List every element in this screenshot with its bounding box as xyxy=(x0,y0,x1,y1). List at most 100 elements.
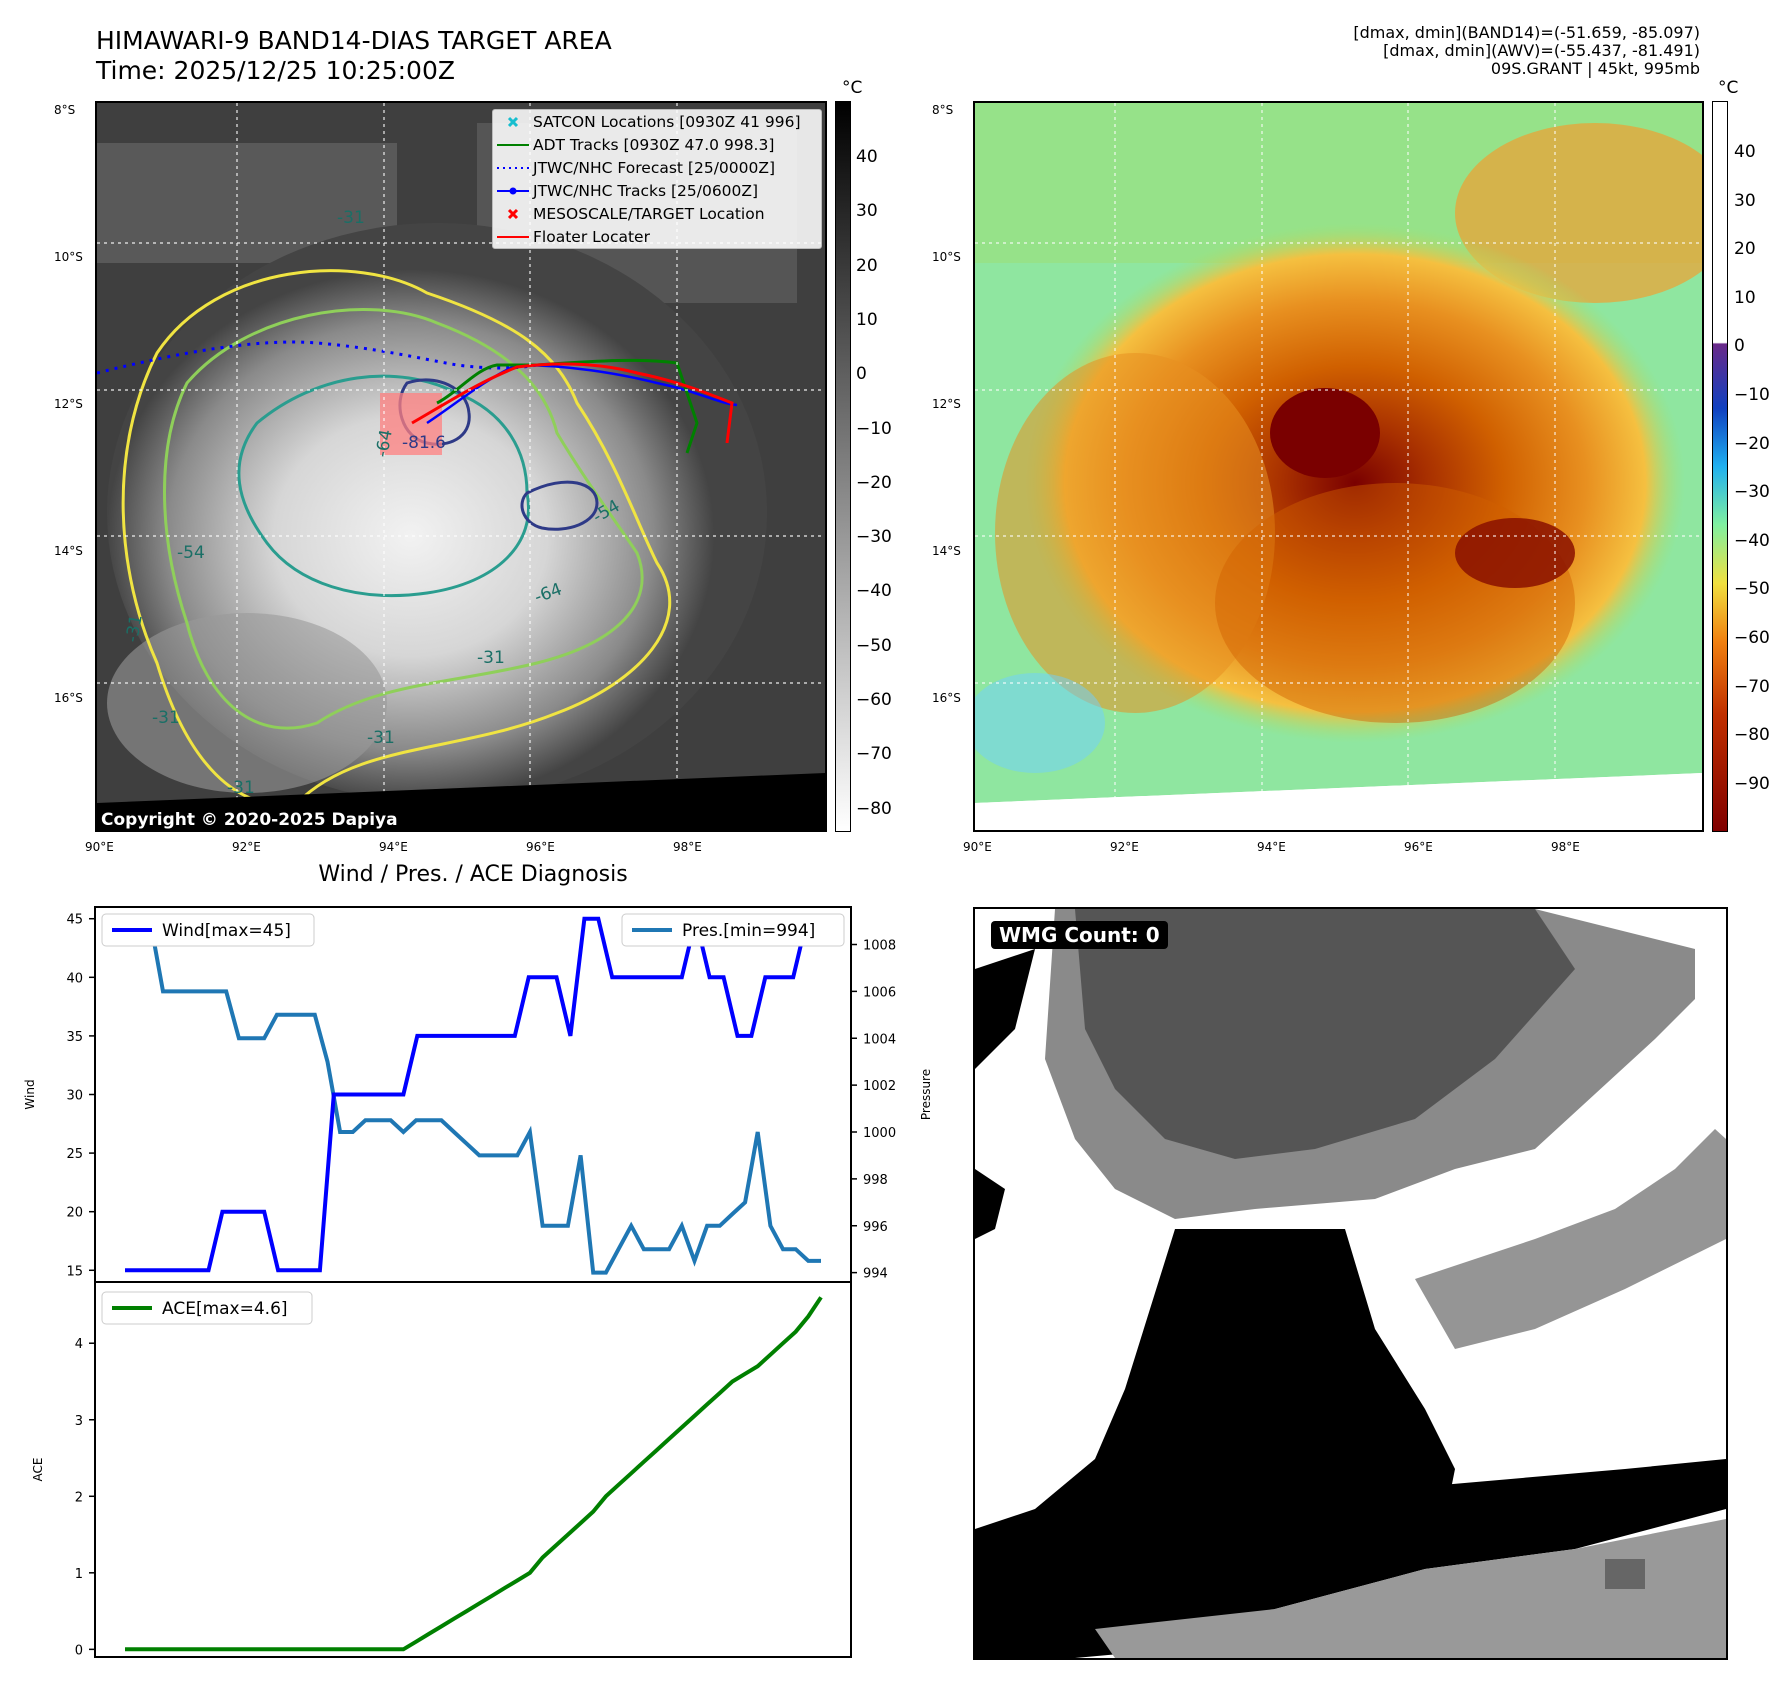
lat-tick-label: 14°S xyxy=(932,544,961,558)
legend-label: SATCON Locations [0930Z 41 996] xyxy=(533,112,801,131)
y-tick-label-right: 1006 xyxy=(863,985,896,1000)
lat-tick-label: 16°S xyxy=(54,691,83,705)
enhanced-colorbar xyxy=(1712,101,1728,832)
copyright-text: Copyright © 2020-2025 Dapiya xyxy=(101,810,398,830)
legend-label: MESOSCALE/TARGET Location xyxy=(533,204,765,223)
svg-text:-81.6: -81.6 xyxy=(402,433,446,453)
legend-entry: ADT Tracks [0930Z 47.0 998.3] xyxy=(493,133,821,156)
legend-label: Floater Locater xyxy=(533,227,650,246)
legend-marker-icon xyxy=(493,115,533,129)
colorbar-tick-label: 20 xyxy=(1734,239,1756,260)
y-tick-label-right: 998 xyxy=(863,1173,888,1188)
svg-text:-31: -31 xyxy=(477,648,505,668)
legend-entry: JTWC/NHC Tracks [25/0600Z] xyxy=(493,179,821,202)
wind-axis-label: Wind xyxy=(23,1079,37,1109)
lon-tick-label: 90°E xyxy=(85,840,114,854)
target-area-box xyxy=(380,393,442,455)
colorbar-tick-label: −50 xyxy=(856,635,892,656)
y-tick-label-right: 1000 xyxy=(863,1126,896,1141)
lon-tick-label: 92°E xyxy=(1110,840,1139,854)
y-tick-label: 25 xyxy=(66,1147,83,1162)
lon-tick-label: 94°E xyxy=(379,840,408,854)
colorbar-tick-label: 0 xyxy=(856,364,867,385)
legend-box xyxy=(101,913,315,947)
colorbar-tick-label: −60 xyxy=(1734,628,1770,648)
wmg-count-badge: WMG Count: 0 xyxy=(991,921,1168,949)
colorbar-tick-label: −10 xyxy=(856,418,892,439)
info-block: [dmax, dmin](BAND14)=(-51.659, -85.097) … xyxy=(1353,24,1700,78)
colorbar-tick-label: 0 xyxy=(1734,336,1745,357)
upper-plot-area xyxy=(94,906,852,1283)
ace-line xyxy=(125,1296,823,1652)
colorbar-tick-label: 30 xyxy=(1734,190,1756,211)
enhanced-colorbar-unit: °C xyxy=(1718,78,1739,98)
info-line-1: [dmax, dmin](BAND14)=(-51.659, -85.097) xyxy=(1353,23,1700,42)
title-line-2: Time: 2025/12/25 10:25:00Z xyxy=(96,56,455,85)
colorbar-tick-label: 40 xyxy=(856,147,878,167)
legend-label: ACE[max=4.6] xyxy=(162,1299,288,1319)
y-tick-label: 1 xyxy=(75,1567,83,1582)
lon-tick-label: 96°E xyxy=(526,840,555,854)
pressure-axis-label: Pressure xyxy=(919,1069,933,1120)
ir-map-panel: -31 -54 -64 -81.6 -31 -31 -54 -64 -31 -3… xyxy=(95,101,827,832)
pressure-legend: Pres.[min=994] xyxy=(621,913,845,947)
colorbar-tick-label: 20 xyxy=(856,255,878,276)
jtwc-track xyxy=(426,363,738,425)
contour-inner xyxy=(237,374,530,597)
y-tick-label-right: 996 xyxy=(863,1220,888,1235)
colorbar-tick-label: −60 xyxy=(856,690,892,710)
wind-line xyxy=(125,916,821,1273)
contour-outer xyxy=(121,269,671,806)
colorbar-tick-label: −80 xyxy=(1734,725,1770,746)
svg-text:-54: -54 xyxy=(177,543,205,563)
svg-text:-31: -31 xyxy=(122,613,147,644)
no-data-area xyxy=(97,773,825,830)
y-tick-label: 2 xyxy=(75,1490,83,1505)
legend-marker-icon xyxy=(493,230,533,244)
y-tick-label-right: 1004 xyxy=(863,1032,896,1047)
lat-tick-label: 12°S xyxy=(932,397,961,411)
colorbar-tick-label: −40 xyxy=(856,581,892,602)
colorbar-tick-label: −40 xyxy=(1734,530,1770,551)
legend-entry: JTWC/NHC Forecast [25/0000Z] xyxy=(493,156,821,179)
ir-colorbar-unit: °C xyxy=(842,78,863,98)
colorbar-tick-label: −70 xyxy=(856,744,892,765)
lon-tick-label: 98°E xyxy=(673,840,702,854)
lower-plot-area xyxy=(94,1281,852,1658)
title-line-1: HIMAWARI-9 BAND14-DIAS TARGET AREA xyxy=(96,26,612,55)
y-tick-label: 45 xyxy=(66,913,83,928)
colorbar-tick-label: −70 xyxy=(1734,676,1770,697)
ir-legend: SATCON Locations [0930Z 41 996] ADT Track… xyxy=(492,109,822,249)
colorbar-tick-label: 40 xyxy=(1734,142,1756,162)
legend-entry: Floater Locater xyxy=(493,225,821,248)
y-tick-label: 20 xyxy=(66,1206,83,1221)
colorbar-tick-label: −50 xyxy=(1734,579,1770,600)
svg-text:-31: -31 xyxy=(337,208,365,228)
y-tick-label: 40 xyxy=(66,971,83,986)
colorbar-tick-label: 30 xyxy=(856,201,878,222)
floater-track xyxy=(411,362,734,444)
legend-label: JTWC/NHC Tracks [25/0600Z] xyxy=(533,181,759,200)
wind-pressure-ace-chart: 1520253035404599499699810001002100410061… xyxy=(23,906,933,1658)
y-tick-label: 15 xyxy=(66,1264,83,1279)
ace-axis-label: ACE xyxy=(31,1458,45,1482)
lat-tick-label: 16°S xyxy=(932,691,961,705)
info-line-3: 09S.GRANT | 45kt, 995mb xyxy=(1490,59,1700,78)
lat-tick-label: 12°S xyxy=(54,397,83,411)
legend-label: Wind[max=45] xyxy=(162,921,291,941)
colorbar-tick-label: −30 xyxy=(856,527,892,548)
y-tick-label: 0 xyxy=(75,1643,83,1658)
lat-tick-label: 8°S xyxy=(932,103,954,117)
y-tick-label: 30 xyxy=(66,1089,83,1104)
wmg-image xyxy=(975,909,1726,1658)
y-tick-label: 35 xyxy=(66,1030,83,1045)
colorbar-tick-label: −30 xyxy=(1734,482,1770,503)
lon-tick-label: 90°E xyxy=(963,840,992,854)
lon-tick-label: 94°E xyxy=(1257,840,1286,854)
lon-tick-label: 98°E xyxy=(1551,840,1580,854)
lat-tick-label: 10°S xyxy=(54,250,83,264)
colorbar-tick-label: −10 xyxy=(1734,385,1770,405)
legend-box xyxy=(101,1291,313,1325)
lat-tick-label: 14°S xyxy=(54,544,83,558)
lon-tick-label: 92°E xyxy=(232,840,261,854)
